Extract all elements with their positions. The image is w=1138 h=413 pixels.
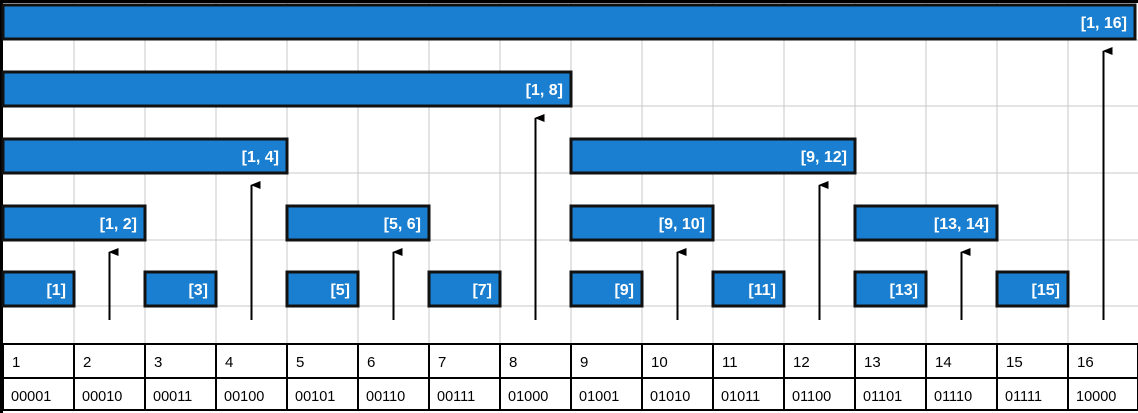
interval-bar-rect <box>1 137 289 175</box>
interval-bars: [1, 16] [1, 8] [1, 4] [9, 12] [1, 2] [5, 6] [9… <box>1 3 1137 308</box>
interval-bar: [15] <box>995 270 1070 308</box>
interval-label: [11] <box>748 282 776 299</box>
interval-bar-rect <box>285 204 431 242</box>
column-index: 6 <box>367 354 375 371</box>
interval-bar-rect <box>1 70 573 108</box>
interval-label: [1, 16] <box>1081 15 1127 32</box>
interval-bar-rect <box>569 137 857 175</box>
column-binary: 00111 <box>437 389 475 405</box>
column-binary: 01101 <box>863 389 902 405</box>
interval-bar-rect <box>853 270 928 308</box>
interval-label: [5, 6] <box>384 216 421 233</box>
interval-bar: [5] <box>285 270 360 308</box>
interval-bar: [3] <box>143 270 218 308</box>
column-index: 8 <box>509 354 517 371</box>
index-table: 1000012000103000114001005001016001107001… <box>2 343 1138 411</box>
interval-bar: [9, 12] <box>569 137 857 175</box>
interval-bar: [1] <box>1 270 76 308</box>
interval-bar-rect <box>427 270 502 308</box>
column-binary: 00001 <box>11 389 51 405</box>
column-binary: 00101 <box>295 389 335 405</box>
interval-bar-rect <box>1 204 147 242</box>
interval-bar-rect <box>569 270 644 308</box>
interval-bar-rect <box>995 270 1070 308</box>
column-index: 1 <box>12 354 20 371</box>
column-index: 10 <box>651 354 668 371</box>
interval-bar: [1, 2] <box>1 204 147 242</box>
column-binary: 00100 <box>224 389 264 405</box>
interval-bar: [5, 6] <box>285 204 431 242</box>
interval-bar-rect <box>285 270 360 308</box>
column-index: 5 <box>296 354 304 371</box>
interval-label: [7] <box>472 282 492 299</box>
interval-bar: [1, 8] <box>1 70 573 108</box>
column-index: 12 <box>793 354 810 371</box>
interval-bar-rect <box>1 3 1137 41</box>
column-binary: 00110 <box>366 389 405 405</box>
interval-bar-rect <box>711 270 786 308</box>
column-binary: 00010 <box>82 389 122 405</box>
interval-bar: [1, 16] <box>1 3 1137 41</box>
column-binary: 01010 <box>650 389 690 405</box>
column-index: 9 <box>580 354 588 371</box>
interval-label: [3] <box>188 282 208 299</box>
interval-bar-rect <box>569 204 715 242</box>
column-index: 4 <box>225 354 233 371</box>
column-binary: 01011 <box>721 389 760 405</box>
interval-bar: [13, 14] <box>853 204 999 242</box>
column-index: 16 <box>1077 354 1094 371</box>
interval-label: [1, 2] <box>100 216 137 233</box>
interval-label: [1, 4] <box>242 149 279 166</box>
column-binary: 01111 <box>1005 389 1042 405</box>
interval-bar: [13] <box>853 270 928 308</box>
interval-bar-rect <box>853 204 999 242</box>
column-index: 15 <box>1006 354 1023 371</box>
column-binary: 10000 <box>1076 389 1116 405</box>
column-binary: 01110 <box>934 389 972 405</box>
interval-bar: [11] <box>711 270 786 308</box>
interval-label: [13] <box>890 282 918 299</box>
interval-label: [9] <box>614 282 634 299</box>
interval-label: [13, 14] <box>934 216 989 233</box>
column-index: 14 <box>935 354 952 371</box>
column-index: 13 <box>864 354 881 371</box>
interval-label: [15] <box>1032 282 1060 299</box>
column-index: 2 <box>83 354 91 371</box>
interval-bar-rect <box>1 270 76 308</box>
interval-bar-rect <box>143 270 218 308</box>
interval-bar: [1, 4] <box>1 137 289 175</box>
interval-bar: [7] <box>427 270 502 308</box>
column-index: 11 <box>722 354 738 371</box>
interval-label: [1] <box>46 282 66 299</box>
column-binary: 00011 <box>153 389 192 405</box>
column-binary: 01001 <box>579 389 619 405</box>
interval-bar: [9, 10] <box>569 204 715 242</box>
interval-label: [1, 8] <box>526 82 563 99</box>
interval-label: [9, 10] <box>659 216 705 233</box>
arrows <box>108 47 1113 320</box>
column-index: 3 <box>154 354 162 371</box>
column-binary: 01100 <box>792 389 831 405</box>
interval-label: [9, 12] <box>801 149 847 166</box>
column-index: 7 <box>438 354 446 371</box>
interval-label: [5] <box>330 282 350 299</box>
interval-bar: [9] <box>569 270 644 308</box>
column-binary: 01000 <box>508 389 548 405</box>
